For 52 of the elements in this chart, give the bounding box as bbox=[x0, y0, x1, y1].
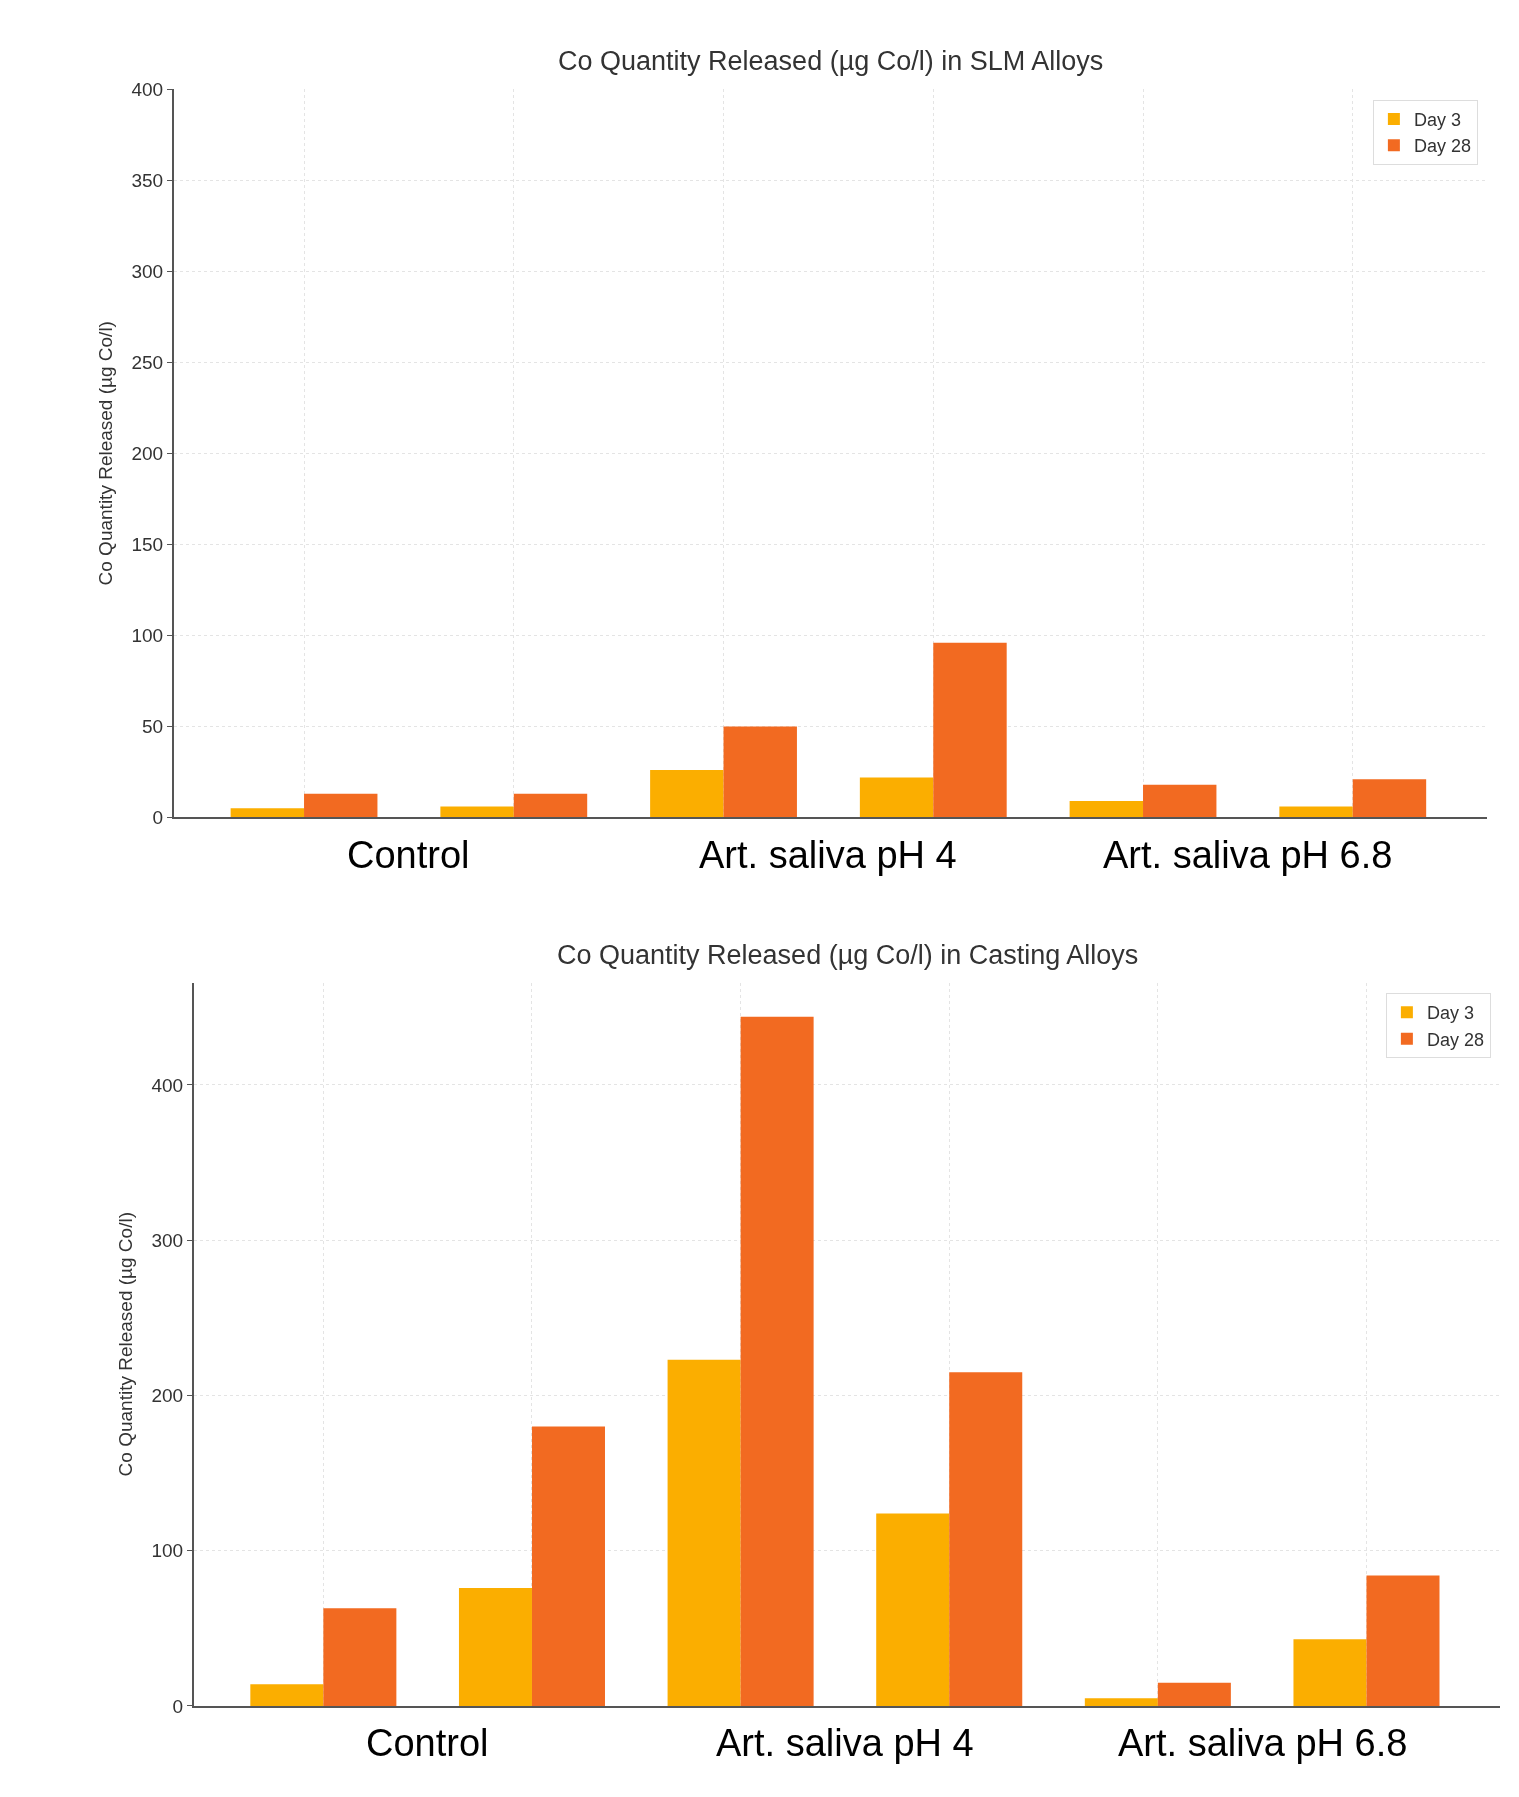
bar bbox=[458, 1587, 532, 1706]
y-axis-title: Co Quantity Released (µg Co/l) bbox=[114, 1212, 136, 1477]
y-tick-label: 300 bbox=[131, 260, 164, 282]
text: Control bbox=[366, 1722, 489, 1764]
y-tick-label: 200 bbox=[131, 442, 164, 464]
bar bbox=[1293, 1639, 1367, 1706]
bar bbox=[250, 1684, 324, 1706]
bar bbox=[440, 806, 514, 818]
bar bbox=[304, 793, 378, 818]
bar bbox=[876, 1513, 950, 1706]
y-axis-title: Co Quantity Released (µg Co/l) bbox=[94, 321, 116, 586]
bar bbox=[1157, 1682, 1231, 1706]
bar bbox=[513, 793, 588, 818]
bar bbox=[1084, 1698, 1158, 1706]
bar bbox=[650, 770, 724, 818]
bar bbox=[1352, 779, 1427, 818]
text: Art. saliva pH 4 bbox=[699, 834, 957, 876]
bar bbox=[667, 1359, 741, 1706]
y-tick-label: 0 bbox=[152, 807, 164, 829]
y-tick-label: 100 bbox=[131, 625, 164, 647]
y-tick-label: 150 bbox=[131, 533, 164, 555]
bar bbox=[531, 1426, 605, 1706]
legend-label: Day 3 bbox=[1426, 1003, 1474, 1024]
bar bbox=[933, 642, 1007, 818]
bar bbox=[1069, 801, 1144, 818]
y-tick-label: 350 bbox=[131, 169, 164, 191]
bar bbox=[323, 1608, 397, 1706]
text: Art. saliva pH 6.8 bbox=[1103, 834, 1393, 876]
bar bbox=[949, 1372, 1023, 1706]
y-tick-label: 400 bbox=[151, 1074, 184, 1096]
legend-label: Day 28 bbox=[1426, 1029, 1484, 1050]
legend-label: Day 3 bbox=[1413, 109, 1461, 130]
text: Art. saliva pH 4 bbox=[716, 1722, 974, 1764]
y-tick-label: 50 bbox=[142, 716, 164, 738]
bar bbox=[859, 777, 934, 818]
y-tick-label: 200 bbox=[151, 1385, 184, 1407]
y-tick-label: 250 bbox=[131, 351, 164, 373]
bar bbox=[740, 1016, 814, 1706]
y-tick-label: 100 bbox=[151, 1540, 184, 1562]
bar bbox=[723, 726, 797, 818]
text: Control bbox=[347, 834, 470, 876]
y-tick-label: 400 bbox=[131, 78, 164, 100]
bar bbox=[1279, 806, 1353, 818]
y-tick-label: 0 bbox=[172, 1695, 184, 1717]
chart-title: Co Quantity Released (µg Co/l) in Casting Alloys bbox=[557, 940, 1139, 970]
bar bbox=[1366, 1575, 1440, 1706]
text: Art. saliva pH 6.8 bbox=[1118, 1722, 1408, 1764]
bar bbox=[230, 808, 305, 818]
y-tick-label: 300 bbox=[151, 1229, 184, 1251]
legend-label: Day 28 bbox=[1413, 136, 1471, 157]
bar bbox=[1143, 784, 1217, 818]
chart-title: Co Quantity Released (µg Co/l) in SLM Alloys bbox=[558, 46, 1104, 76]
